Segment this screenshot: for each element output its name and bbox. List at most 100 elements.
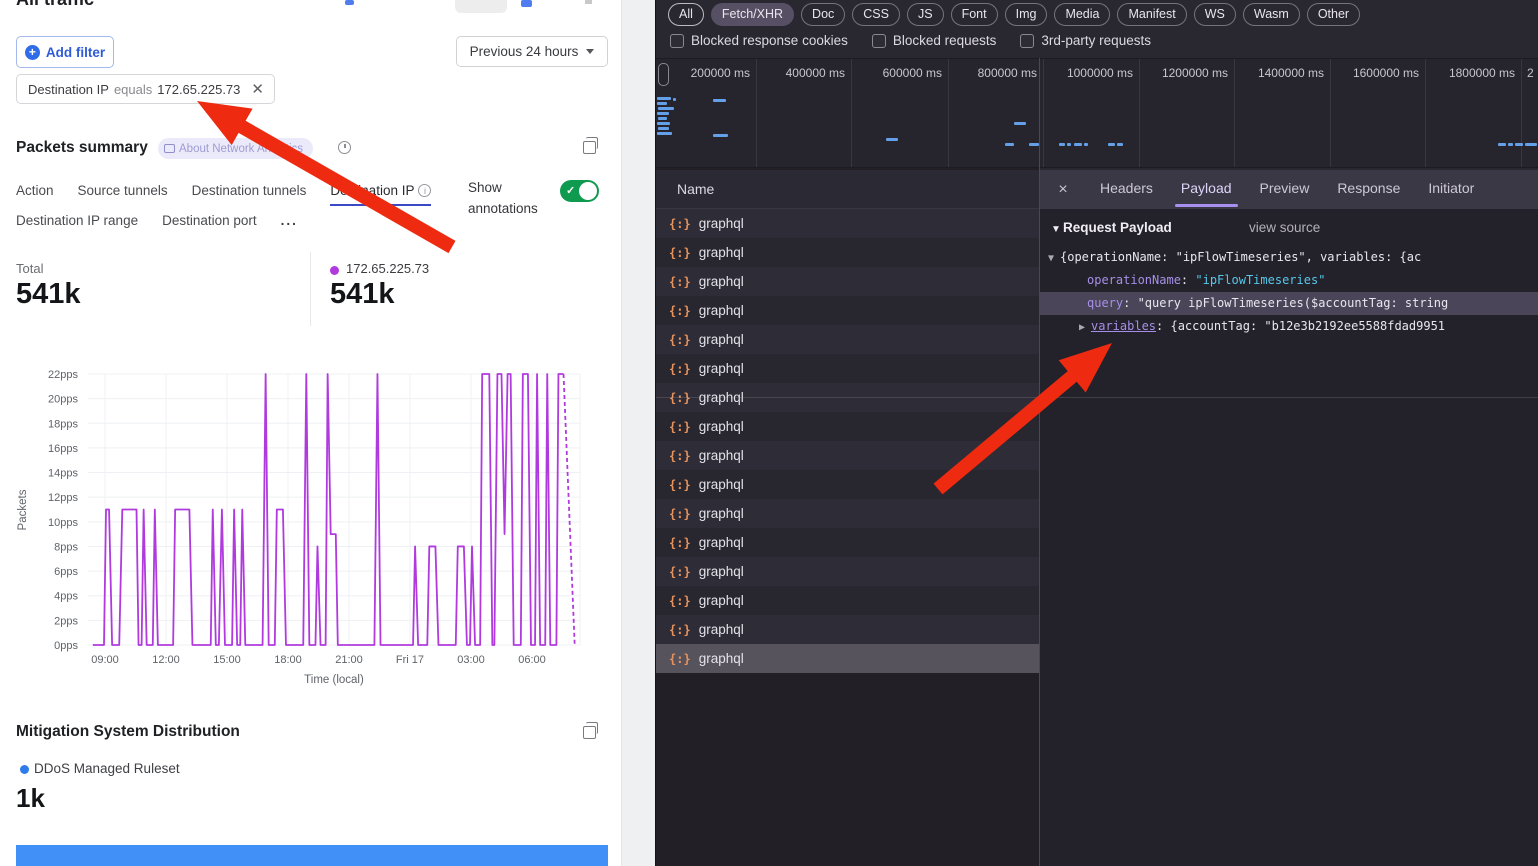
page-title: All traffic xyxy=(16,0,94,10)
checkbox-icon[interactable] xyxy=(871,33,886,48)
filter-pill-css[interactable]: CSS xyxy=(852,3,900,26)
clipped-toolbar-fragment xyxy=(455,0,507,13)
timeline-divider xyxy=(756,59,757,167)
expand-copy-icon[interactable] xyxy=(583,722,598,739)
request-timing-bar[interactable] xyxy=(713,99,726,102)
request-row-graphql[interactable]: {:} graphql xyxy=(656,412,1039,441)
request-timing-bar[interactable] xyxy=(1515,143,1523,146)
filter-pill-media[interactable]: Media xyxy=(1054,3,1111,26)
payload-row-operationname[interactable]: operationName: "ipFlowTimeseries" xyxy=(1040,269,1538,292)
filter-pill-other[interactable]: Other xyxy=(1306,3,1361,26)
checkbox-blocked-requests[interactable]: Blocked requests xyxy=(871,33,996,48)
name-column-header[interactable]: Name xyxy=(656,170,1039,209)
details-tab-response[interactable]: Response xyxy=(1337,180,1401,196)
more-tabs-icon[interactable]: ... xyxy=(280,213,298,228)
request-timing-bar[interactable] xyxy=(1005,143,1014,146)
filter-pill-all[interactable]: All xyxy=(668,3,704,26)
filter-pill-manifest[interactable]: Manifest xyxy=(1117,3,1187,26)
request-timing-bar[interactable] xyxy=(1084,143,1088,146)
network-overview-waterfall[interactable]: 200000 ms 400000 ms 600000 ms 800000 ms 1000… xyxy=(656,58,1538,168)
filter-chip[interactable]: Destination IP equals 172.65.225.73 ✕ xyxy=(16,74,275,104)
close-icon[interactable]: × xyxy=(1058,180,1068,198)
request-timing-bar[interactable] xyxy=(658,107,674,110)
request-timing-bar[interactable] xyxy=(1029,143,1039,146)
filter-pill-js[interactable]: JS xyxy=(906,3,944,26)
details-tab-preview[interactable]: Preview xyxy=(1259,180,1310,196)
show-annotations-label: Show annotations xyxy=(468,180,538,216)
payload-row-variables[interactable]: ▶ variables: {accountTag: "b12e3b2192ee55… xyxy=(1040,315,1538,338)
request-timing-bar[interactable] xyxy=(1074,143,1082,146)
check-icon: ✓ xyxy=(566,185,576,197)
checkbox-blocked-response-cookies[interactable]: Blocked response cookies xyxy=(670,33,848,48)
summary-tab-source-tunnels[interactable]: Source tunnels xyxy=(77,183,168,198)
request-timing-bar[interactable] xyxy=(658,117,667,120)
summary-tab-destination-ip[interactable]: Destination IP i xyxy=(330,183,432,206)
details-tab-initiator[interactable]: Initiator xyxy=(1428,180,1475,196)
request-timing-bar[interactable] xyxy=(1059,143,1065,146)
request-row-graphql[interactable]: {:} graphql xyxy=(656,296,1039,325)
add-filter-button[interactable]: + Add filter xyxy=(16,36,114,68)
overview-handle-icon[interactable] xyxy=(658,63,669,86)
checkbox-icon[interactable] xyxy=(670,33,684,48)
filter-pill-doc[interactable]: Doc xyxy=(801,3,846,26)
summary-tab-destination-port[interactable]: Destination port xyxy=(162,213,257,228)
request-timing-bar[interactable] xyxy=(657,122,670,125)
request-row-graphql[interactable]: {:} graphql xyxy=(656,267,1039,296)
request-row-graphql[interactable]: {:} graphql xyxy=(656,325,1039,354)
request-timing-bar[interactable] xyxy=(1117,143,1123,146)
request-row-graphql[interactable]: {:} graphql xyxy=(656,499,1039,528)
request-payload-section[interactable]: ▼ Request Payload xyxy=(1051,220,1172,235)
request-timing-bar[interactable] xyxy=(673,98,676,101)
checkbox-icon[interactable] xyxy=(1020,33,1035,48)
request-timing-bar[interactable] xyxy=(658,127,669,130)
svg-text:10pps: 10pps xyxy=(48,517,78,529)
request-row-graphql[interactable]: {:} graphql xyxy=(656,528,1039,557)
request-timing-bar[interactable] xyxy=(1498,143,1506,146)
svg-text:18pps: 18pps xyxy=(48,418,78,430)
request-row-graphql[interactable]: {:} graphql xyxy=(656,557,1039,586)
history-clock-icon[interactable] xyxy=(338,141,351,154)
show-annotations-toggle[interactable]: ✓ xyxy=(560,180,599,202)
request-row-graphql[interactable]: {:} graphql xyxy=(656,238,1039,267)
filter-pill-ws[interactable]: WS xyxy=(1193,3,1236,26)
view-source-link[interactable]: view source xyxy=(1249,220,1321,235)
request-timing-bar[interactable] xyxy=(1067,143,1071,146)
request-row-graphql[interactable]: {:} graphql xyxy=(656,354,1039,383)
svg-text:12pps: 12pps xyxy=(48,492,78,504)
about-network-analytics-badge[interactable]: About Network Analytics xyxy=(158,138,314,159)
request-timing-bar[interactable] xyxy=(657,132,672,135)
filter-pill-img[interactable]: Img xyxy=(1004,3,1048,26)
request-timing-bar[interactable] xyxy=(1525,143,1537,146)
request-row-graphql[interactable]: {:} graphql xyxy=(656,586,1039,615)
request-timing-bar[interactable] xyxy=(1108,143,1115,146)
summary-tab-destination-tunnels[interactable]: Destination tunnels xyxy=(191,183,307,198)
payload-row-query[interactable]: query: "query ipFlowTimeseries($accountT… xyxy=(1040,292,1538,315)
triangle-right-icon[interactable]: ▶ xyxy=(1079,322,1086,333)
remove-filter-icon[interactable]: ✕ xyxy=(251,81,264,98)
request-timing-bar[interactable] xyxy=(713,134,728,137)
expand-copy-icon[interactable] xyxy=(583,137,598,154)
details-tab-payload[interactable]: Payload xyxy=(1167,170,1246,209)
request-timing-bar[interactable] xyxy=(657,97,671,100)
summary-tab-action[interactable]: Action xyxy=(16,183,54,198)
request-row-graphql[interactable]: {:} graphql xyxy=(656,644,1039,673)
checkbox-3rd-party-requests[interactable]: 3rd-party requests xyxy=(1020,33,1151,48)
summary-tab-destination-ip-range[interactable]: Destination IP range xyxy=(16,213,139,228)
filter-pill-fetchxhr[interactable]: Fetch/XHR xyxy=(710,3,795,26)
request-row-graphql[interactable]: {:} graphql xyxy=(656,615,1039,644)
request-timing-bar[interactable] xyxy=(657,112,669,115)
time-range-dropdown[interactable]: Previous 24 hours xyxy=(456,36,608,67)
info-icon[interactable]: i xyxy=(418,184,432,197)
details-tab-headers[interactable]: Headers xyxy=(1100,180,1153,196)
filter-pill-font[interactable]: Font xyxy=(950,3,998,26)
triangle-down-icon[interactable]: ▼ xyxy=(1048,253,1055,264)
request-row-graphql[interactable]: {:} graphql xyxy=(656,441,1039,470)
payload-row[interactable]: ▼ {operationName: "ipFlowTimeseries", var… xyxy=(1040,246,1538,269)
request-timing-bar[interactable] xyxy=(886,138,898,141)
request-timing-bar[interactable] xyxy=(1508,143,1513,146)
request-row-graphql[interactable]: {:} graphql xyxy=(656,209,1039,238)
filter-pill-wasm[interactable]: Wasm xyxy=(1242,3,1300,26)
request-row-graphql[interactable]: {:} graphql xyxy=(656,470,1039,499)
request-timing-bar[interactable] xyxy=(1014,122,1026,125)
request-timing-bar[interactable] xyxy=(657,102,667,105)
